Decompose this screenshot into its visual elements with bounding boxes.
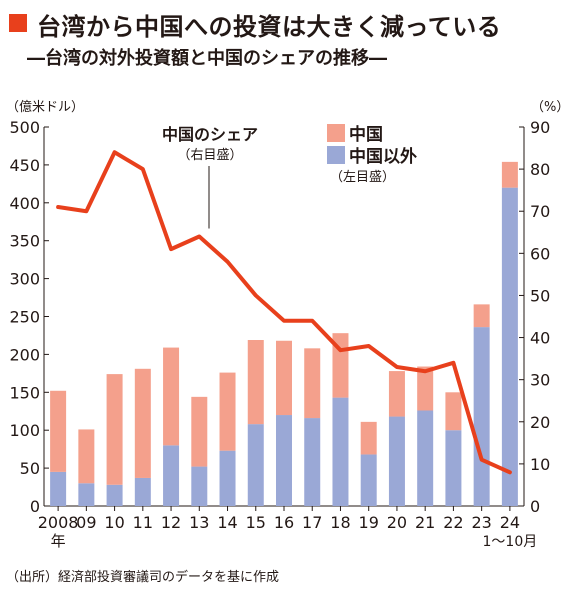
right-tick-label: 0 <box>530 497 540 516</box>
x-tick-label: 10 <box>104 513 124 532</box>
legend-swatch-china <box>327 124 345 142</box>
chart-subtitle: ―台湾の対外投資額と中国のシェアの推移― <box>27 48 387 69</box>
bar-china-12 <box>163 347 180 446</box>
bar-other-19 <box>360 454 377 506</box>
bar-china-10 <box>106 374 123 485</box>
left-tick-label: 200 <box>9 345 40 364</box>
right-tick-label: 50 <box>530 286 550 305</box>
left-tick-label: 450 <box>9 156 40 175</box>
bar-other-20 <box>388 416 405 506</box>
bar-china-11 <box>134 368 151 478</box>
bar-china-16 <box>276 340 292 416</box>
bar-other-23 <box>473 327 490 506</box>
bar-other-09 <box>78 483 95 506</box>
right-tick-label: 60 <box>530 244 550 263</box>
bar-other-15 <box>247 424 264 506</box>
bar-other-11 <box>134 477 151 506</box>
left-tick-label: 300 <box>9 270 40 289</box>
left-tick-label: 100 <box>9 421 40 440</box>
bar-china-21 <box>417 366 434 411</box>
x-tick-label: 21 <box>415 513 435 532</box>
bar-china-09 <box>78 429 95 484</box>
bar-other-10 <box>106 484 123 506</box>
legend-label-china: 中国 <box>349 124 383 145</box>
right-axis-label: （%） <box>531 100 569 115</box>
bar-china-17 <box>304 348 321 419</box>
bar-other-24 <box>501 187 518 506</box>
bar-other-18 <box>332 397 349 506</box>
x-tick-label: 12 <box>161 513 181 532</box>
x-first-sublabel: 年 <box>51 532 66 550</box>
x-tick-label: 24 <box>500 513 520 532</box>
x-tick-label: 23 <box>471 513 491 532</box>
bar-other-2008 <box>50 471 67 506</box>
right-tick-label: 70 <box>530 202 550 221</box>
x-tick-label: 13 <box>189 513 209 532</box>
bar-other-21 <box>417 410 434 506</box>
x-tick-label: 11 <box>133 513 153 532</box>
x-tick-label: 22 <box>443 513 463 532</box>
right-tick-label: 10 <box>530 455 550 474</box>
bar-other-14 <box>219 450 236 506</box>
left-axis-label: （億米ドル） <box>6 99 84 115</box>
bar-china-20 <box>388 371 405 417</box>
legend-label-other: 中国以外 <box>349 146 417 167</box>
share-line-sublabel: （右目盛） <box>177 148 242 163</box>
x-tick-label: 18 <box>330 513 350 532</box>
right-tick-label: 80 <box>530 160 550 179</box>
bar-china-14 <box>219 372 236 451</box>
right-tick-label: 30 <box>530 371 550 390</box>
x-tick-label: 15 <box>246 513 266 532</box>
bar-other-16 <box>276 415 292 506</box>
bar-china-15 <box>247 339 264 425</box>
left-tick-label: 400 <box>9 194 40 213</box>
x-tick-label: 19 <box>359 513 379 532</box>
left-tick-label: 250 <box>9 308 40 327</box>
bar-china-24 <box>501 161 518 188</box>
bar-china-2008 <box>50 390 67 472</box>
title-marker <box>9 14 27 32</box>
left-tick-label: 500 <box>9 118 40 137</box>
left-tick-label: 50 <box>20 459 40 478</box>
x-tick-label: 17 <box>302 513 322 532</box>
bar-china-19 <box>360 421 377 455</box>
right-tick-label: 90 <box>530 118 550 137</box>
x-last-sublabel: 1～10月 <box>483 534 538 550</box>
right-tick-label: 20 <box>530 413 550 432</box>
bar-other-12 <box>163 445 180 506</box>
legend-sublabel: （左目盛） <box>330 170 395 185</box>
left-tick-label: 0 <box>30 497 40 516</box>
chart-title: 台湾から中国への投資は大きく減っている <box>37 13 502 41</box>
x-tick-label: 09 <box>76 513 96 532</box>
bar-other-22 <box>445 430 462 506</box>
left-tick-label: 150 <box>9 383 40 402</box>
x-tick-label: 14 <box>217 513 237 532</box>
bar-china-23 <box>473 304 490 328</box>
right-tick-label: 40 <box>530 329 550 348</box>
x-tick-label: 2008 <box>38 513 79 532</box>
x-tick-label: 20 <box>387 513 407 532</box>
bar-china-13 <box>191 396 208 467</box>
legend-swatch-other <box>327 146 345 164</box>
bar-other-13 <box>191 466 208 506</box>
left-tick-label: 350 <box>9 232 40 251</box>
share-line-label: 中国のシェア <box>162 125 258 144</box>
bar-china-22 <box>445 392 462 431</box>
source-note: （出所）経済部投資審議司のデータを基に作成 <box>6 570 280 585</box>
x-tick-label: 16 <box>274 513 294 532</box>
bar-other-17 <box>304 418 321 506</box>
